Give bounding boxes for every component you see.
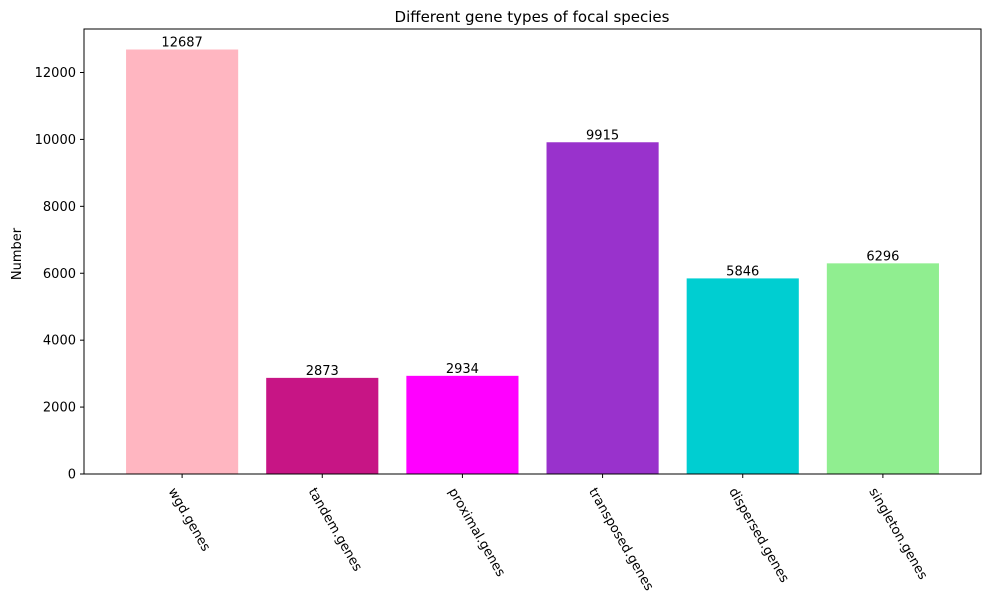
data-label-dispersed-genes: 5846 — [726, 264, 759, 279]
bar-singleton-genes — [826, 263, 939, 474]
bar-tandem-genes — [266, 377, 379, 474]
y-tick-label-0: 0 — [68, 468, 76, 483]
chart-title: Different gene types of focal species — [395, 8, 670, 26]
y-tick-label-4000: 4000 — [43, 334, 76, 349]
y-tick-label-12000: 12000 — [35, 66, 76, 81]
x-tick-label-singleton-genes: singleton.genes — [865, 486, 930, 583]
x-tick-label-tandem-genes: tandem.genes — [305, 486, 365, 575]
bar-transposed-genes — [546, 142, 659, 474]
bar-dispersed-genes — [686, 278, 799, 474]
x-tick-label-transposed-genes: transposed.genes — [585, 486, 656, 594]
y-tick-label-10000: 10000 — [35, 133, 76, 148]
y-tick-label-8000: 8000 — [43, 200, 76, 215]
bar-proximal-genes — [406, 375, 519, 474]
bars-group — [126, 49, 939, 474]
plot-frame — [83, 28, 982, 475]
y-tick-label-6000: 6000 — [43, 267, 76, 282]
data-label-proximal-genes: 2934 — [446, 362, 479, 377]
y-axis: 0 2000 4000 6000 8000 10000 12000 — [35, 66, 84, 483]
data-label-transposed-genes: 9915 — [586, 128, 619, 143]
bar-wgd-genes — [126, 49, 239, 474]
y-tick-label-2000: 2000 — [43, 401, 76, 416]
x-tick-label-wgd-genes: wgd.genes — [165, 486, 213, 555]
data-label-singleton-genes: 6296 — [866, 249, 899, 264]
data-labels-group: 12687 2873 2934 9915 5846 6296 — [161, 36, 899, 379]
x-tick-label-dispersed-genes: dispersed.genes — [725, 486, 791, 586]
x-axis: wgd.genes tandem.genes proximal.genes trans… — [165, 474, 930, 594]
y-axis-label: Number — [10, 227, 25, 280]
data-label-tandem-genes: 2873 — [306, 364, 339, 379]
data-label-wgd-genes: 12687 — [161, 36, 202, 51]
x-tick-label-proximal-genes: proximal.genes — [445, 486, 508, 580]
